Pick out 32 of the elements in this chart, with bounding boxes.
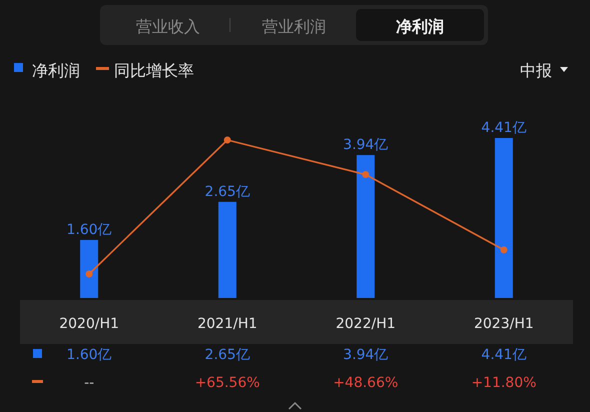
point (362, 171, 370, 178)
data-label: +65.56% (194, 375, 260, 391)
x-tick-label: 2022/H1 (336, 316, 396, 332)
data-label: 3.94亿 (343, 347, 388, 363)
x-tick-label: 2020/H1 (59, 316, 120, 332)
legend-同比增长率: 同比增长率 (96, 61, 194, 80)
data-label: 4.41亿 (481, 347, 526, 363)
x-tick-label: 2023/H1 (474, 316, 534, 332)
text: 营业利润 (262, 17, 326, 36)
text: 1.60亿 (66, 222, 112, 238)
text: 营业收入 (136, 17, 200, 36)
point (500, 246, 508, 254)
text: 2.65亿 (204, 184, 250, 200)
text: 中报 (520, 61, 552, 80)
bar (356, 155, 375, 298)
data-label: -- (84, 375, 94, 391)
legend-净利润: 净利润 (14, 61, 80, 80)
point (86, 270, 93, 278)
x-tick-label: 2021/H1 (197, 316, 258, 332)
bar (218, 202, 236, 298)
legend-label: 同比增长率 (114, 61, 194, 80)
text: 3.94亿 (343, 137, 388, 154)
data-label: 1.60亿 (66, 347, 112, 363)
bar (494, 138, 513, 298)
chart-title: 净利润 (396, 17, 444, 36)
data-label: +48.66% (333, 375, 398, 391)
point (224, 136, 231, 144)
data-label: +11.80% (471, 375, 536, 391)
data-label: 2.65亿 (204, 347, 250, 363)
legend-label: 净利润 (32, 61, 80, 80)
text: 4.41亿 (481, 120, 526, 136)
bar (80, 240, 98, 298)
